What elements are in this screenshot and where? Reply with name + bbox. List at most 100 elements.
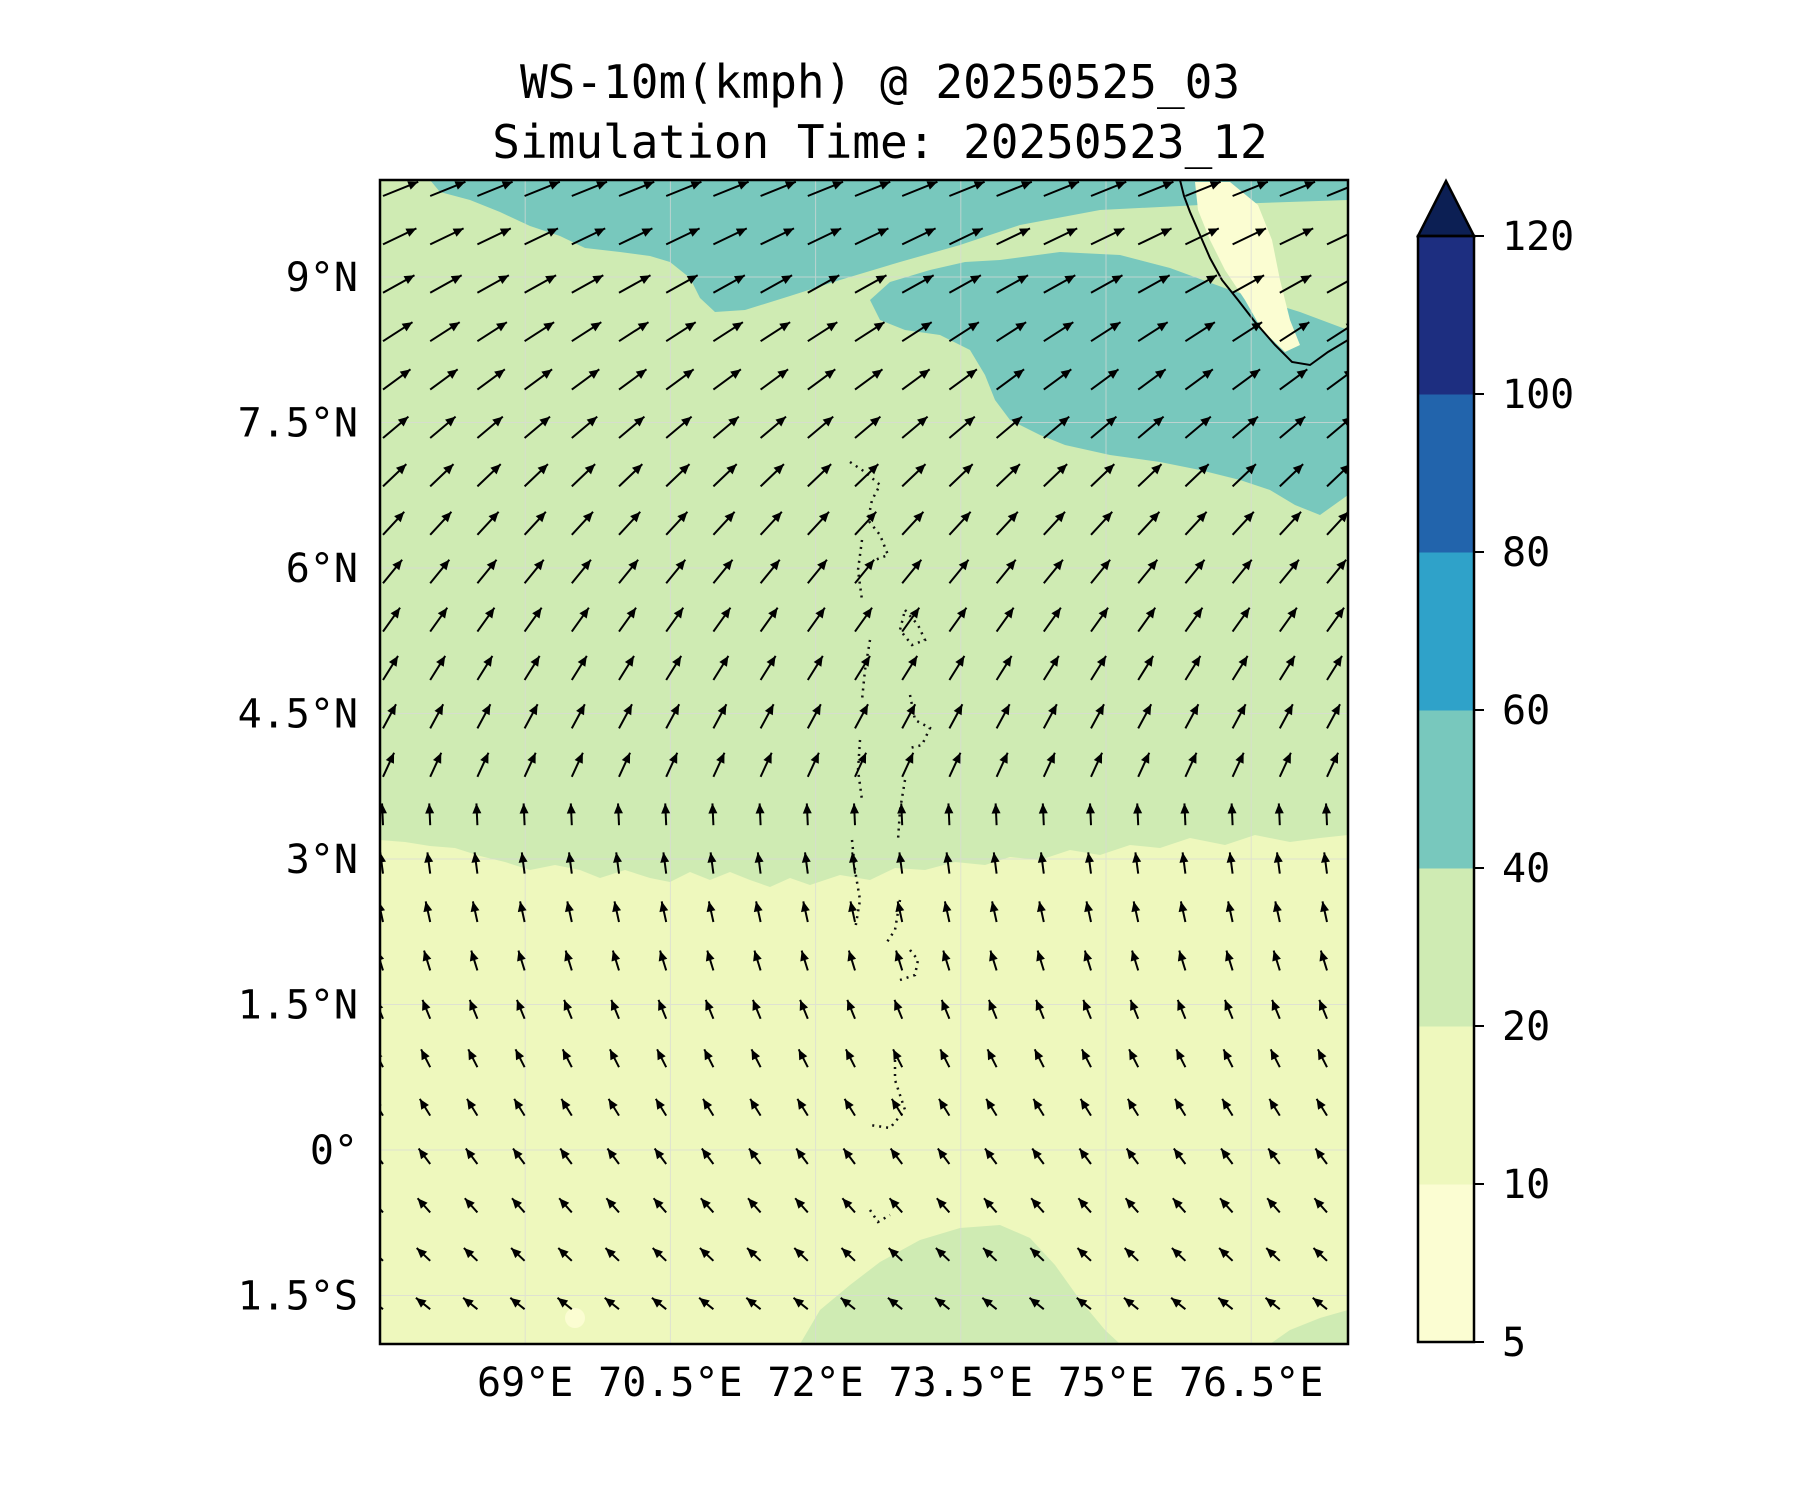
wind-vector — [948, 607, 968, 633]
wind-vector — [759, 703, 775, 729]
wind-vector — [887, 1297, 903, 1310]
wind-vector — [1043, 559, 1064, 584]
wind-vector — [470, 901, 480, 923]
wind-field-40-60-top — [430, 180, 1348, 312]
wind-vector — [429, 607, 449, 633]
wind-vector — [1078, 1147, 1092, 1165]
wind-vector — [751, 999, 762, 1020]
wind-vector — [746, 1247, 762, 1262]
wind-vector — [1175, 1048, 1187, 1068]
wind-vector — [801, 901, 810, 923]
wind-vector — [1272, 950, 1281, 971]
wind-vector — [845, 1048, 856, 1068]
wind-vector — [1279, 511, 1302, 536]
wind-vector — [1090, 703, 1105, 729]
wind-vector — [415, 1348, 430, 1358]
wind-vector — [1137, 463, 1163, 488]
wind-vector — [1184, 655, 1202, 681]
wind-vector — [989, 950, 998, 971]
wind-vector — [514, 1048, 526, 1068]
wind-vector — [1043, 511, 1066, 536]
graticule — [380, 180, 1348, 1344]
wind-vector — [1137, 227, 1173, 246]
wind-vector — [1278, 655, 1296, 681]
colorbar-swatch — [1418, 394, 1474, 553]
wind-vector — [571, 559, 592, 584]
wind-vector — [469, 950, 479, 971]
wind-vector — [517, 901, 527, 923]
wind-vector — [849, 852, 858, 874]
wind-vector — [523, 655, 541, 681]
wind-vector — [1218, 1348, 1233, 1358]
wind-vector — [750, 1048, 762, 1068]
wind-vector — [996, 321, 1027, 343]
wind-vector — [802, 803, 812, 826]
colorbar-tick-label: 5 — [1502, 1320, 1526, 1366]
wind-vector — [604, 1297, 620, 1310]
wind-vector — [382, 607, 401, 633]
wind-vector — [807, 415, 834, 439]
wind-vector — [759, 607, 779, 633]
wind-vector — [1279, 368, 1308, 391]
wind-vector — [561, 1048, 573, 1068]
wind-vector — [665, 180, 702, 197]
wind-vector — [759, 511, 783, 536]
wind-vector — [1090, 607, 1109, 633]
wind-vector — [759, 463, 785, 488]
title-line-1: WS-10m(kmph) @ 20250525_03 — [519, 55, 1241, 109]
colorbar-tick-label: 20 — [1502, 1004, 1550, 1050]
wind-vector — [1226, 852, 1236, 874]
wind-vector — [605, 1197, 620, 1214]
wind-vector — [1232, 321, 1263, 343]
wind-vector — [887, 1247, 903, 1262]
wind-vector — [1090, 752, 1103, 778]
wind-vector — [609, 1048, 620, 1068]
wind-vector — [610, 999, 620, 1020]
wind-vector — [892, 1048, 904, 1068]
wind-vector — [854, 321, 886, 343]
wind-vector — [1038, 803, 1048, 826]
wind-vector — [854, 703, 869, 729]
wind-vector — [901, 463, 927, 488]
wind-vector — [699, 1247, 715, 1262]
wind-vector — [807, 321, 838, 343]
wind-vector — [937, 1147, 951, 1165]
lon-tick-label: 75°E — [1058, 1360, 1154, 1406]
wind-vector — [1184, 274, 1218, 294]
wind-vector — [524, 321, 555, 343]
wind-vector — [476, 752, 490, 778]
wind-vector — [887, 1348, 902, 1358]
wind-vector — [524, 180, 561, 197]
wind-vector — [712, 415, 740, 439]
wind-vector — [854, 227, 889, 246]
wind-vector — [1176, 999, 1187, 1020]
wind-vector — [948, 511, 972, 536]
wind-vector — [759, 559, 781, 584]
wind-vector — [570, 703, 586, 729]
wind-vector — [948, 368, 978, 391]
wind-vector — [1184, 559, 1206, 584]
wind-vector — [415, 1297, 431, 1310]
wind-vector — [382, 511, 405, 536]
wind-vector — [1177, 950, 1187, 971]
wind-vector — [425, 803, 435, 826]
wind-vector — [1133, 803, 1143, 826]
wind-vector — [518, 852, 528, 874]
wind-vector — [429, 415, 457, 439]
wind-vector — [1232, 274, 1265, 294]
wind-vector — [1077, 1197, 1092, 1214]
wind-vector — [948, 752, 962, 778]
wind-vector — [618, 180, 655, 197]
wind-vector — [651, 1348, 666, 1358]
wind-vector — [472, 803, 482, 826]
wind-vector — [901, 511, 925, 536]
wind-vector — [380, 803, 387, 826]
wind-vector — [1031, 1147, 1045, 1165]
wind-vector — [476, 321, 508, 343]
wind-vector — [948, 415, 976, 439]
wind-field-5-10-spot — [565, 1308, 585, 1328]
wind-vector — [1137, 368, 1167, 391]
wind-vector — [949, 180, 986, 197]
wind-vector — [1081, 1048, 1092, 1068]
wind-vector — [1090, 227, 1125, 246]
